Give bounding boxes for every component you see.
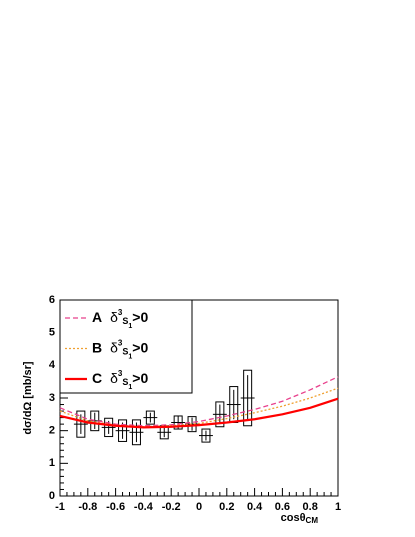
x-tick-label: -0.8 [78,501,97,513]
curve [59,376,339,427]
legend-sub: 1 [128,323,132,330]
x-axis-label-main: cosθ [281,512,306,524]
legend-name: B [92,339,102,355]
x-tick-label: 0.8 [303,501,318,513]
x-tick-label: 0.6 [275,501,290,513]
x-tick-label: -0.6 [106,501,125,513]
y-tick-label: 1 [49,457,55,469]
x-tick-label: -0.2 [162,501,181,513]
x-tick-label: 1 [335,501,341,513]
y-tick-label: 5 [49,327,55,339]
x-axis-label: cosθCM [281,512,319,525]
legend-cond: >0 [132,309,148,325]
legend-main: S [122,347,128,357]
legend-cond: >0 [132,370,148,386]
x-tick-label: 0 [196,501,202,513]
y-tick-label: 3 [49,392,55,404]
x-tick-label: -0.4 [134,501,154,513]
legend-symbol: δ [110,370,118,386]
y-tick-label: 2 [49,425,55,437]
legend-sup: 3 [118,308,123,317]
legend-cond: >0 [132,339,148,355]
legend-name: A [92,309,102,325]
y-tick-label: 4 [49,359,56,371]
y-tick-label: 6 [49,294,55,306]
legend-sub: 1 [128,384,132,391]
legend-box [59,299,193,394]
x-tick-label: 0.2 [219,501,234,513]
legend-main: S [122,377,128,387]
legend-sup: 3 [118,369,123,378]
x-tick-label: 0.4 [247,501,263,513]
legend-symbol: δ [110,309,118,325]
curve [59,397,339,429]
x-tick-label: -1 [55,501,65,513]
y-tick-label: 0 [49,490,55,502]
legend-sub: 1 [128,353,132,360]
legend-name: C [92,370,102,386]
legend-symbol: δ [110,339,118,355]
y-axis-label: dσ/dΩ [mb/sr] [22,361,34,435]
legend-sup: 3 [118,339,123,348]
legend-main: S [122,316,128,326]
x-axis-label-sub: CM [306,516,319,525]
